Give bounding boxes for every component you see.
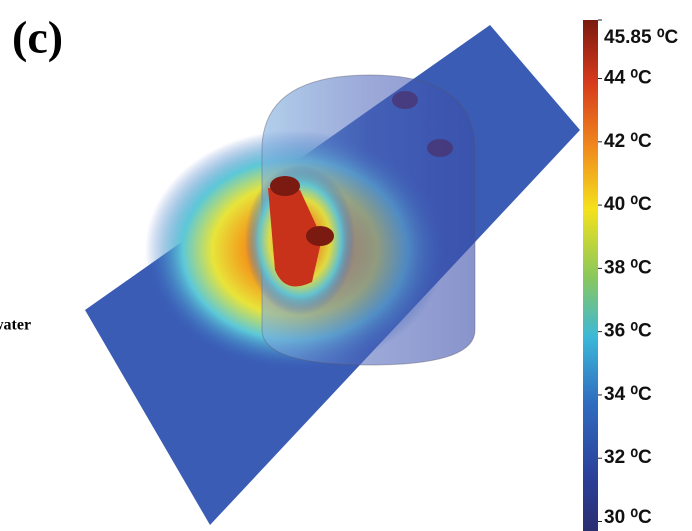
colorbar-tick-label: 30 ⁰C (604, 507, 652, 528)
figure-panel: (c) water 45.85 ⁰C 44 ⁰C 42 ⁰C 40 ⁰C 38 ⁰C 36… (0, 0, 692, 531)
side-text: water (0, 317, 31, 334)
colorbar-tick-label: 36 ⁰C (604, 321, 652, 342)
colorbar-tick-label: 42 ⁰C (604, 131, 652, 152)
colorbar-tick-label: 40 ⁰C (604, 194, 652, 215)
tube-end (392, 91, 418, 109)
colorbar-tick-label: 45.85 ⁰C (604, 27, 678, 48)
colorbar-tick-label: 44 ⁰C (604, 68, 652, 89)
figure: (c) water 45.85 ⁰C 44 ⁰C 42 ⁰C 40 ⁰C 38 ⁰C 36… (0, 0, 692, 531)
panel-label: (c) (12, 12, 63, 63)
tube-end (270, 176, 300, 196)
tube-end (427, 139, 453, 157)
colorbar (583, 20, 598, 531)
colorbar-tick-label: 32 ⁰C (604, 447, 652, 468)
colorbar-tick-label: 38 ⁰C (604, 257, 652, 278)
colorbar-tick-label: 34 ⁰C (604, 384, 652, 405)
colorbar-ticks: 45.85 ⁰C 44 ⁰C 42 ⁰C 40 ⁰C 38 ⁰C 36 ⁰C 34 ⁰C 32… (598, 20, 678, 528)
tube-end (306, 226, 334, 246)
